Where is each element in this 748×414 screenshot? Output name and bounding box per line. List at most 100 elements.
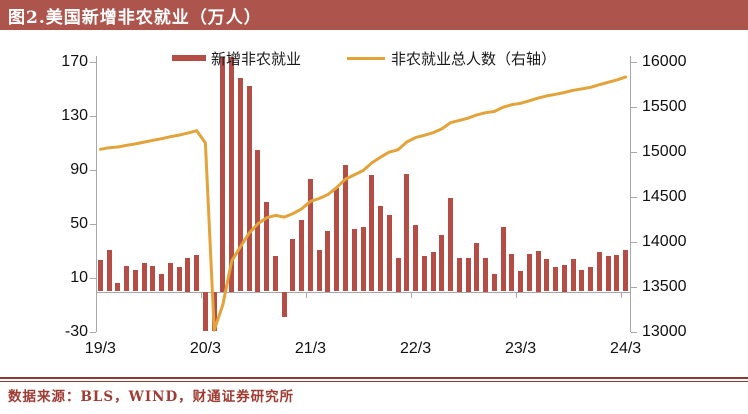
bar <box>307 179 313 292</box>
bar <box>185 257 191 292</box>
bar <box>544 259 550 292</box>
bar <box>465 257 471 292</box>
x-axis-baseline <box>96 291 630 293</box>
bar <box>605 256 611 292</box>
bar <box>474 242 480 292</box>
bar <box>220 57 226 292</box>
left-axis-tick <box>90 170 96 171</box>
left-axis-tick-label: 10 <box>70 269 88 286</box>
bar <box>588 267 594 292</box>
right-axis-tick <box>631 242 637 243</box>
bar <box>623 249 629 292</box>
bar <box>491 273 497 292</box>
line-series-label: 非农就业总人数（右轴） <box>391 49 557 68</box>
x-axis-tick <box>411 291 413 298</box>
bar <box>378 206 383 292</box>
bar <box>456 257 462 292</box>
bar <box>255 149 261 292</box>
bar <box>124 265 130 292</box>
bar <box>141 263 147 292</box>
bar <box>430 252 436 292</box>
legend-item-line: 非农就业总人数（右轴） <box>347 48 556 69</box>
bar <box>483 257 489 292</box>
bar <box>229 57 235 292</box>
left-axis-tick-label: 170 <box>61 53 88 70</box>
legend-item-bars: 新增非农就业 <box>172 48 301 69</box>
right-axis-tick <box>631 152 637 153</box>
left-axis-tick <box>90 224 96 225</box>
bar <box>386 214 392 292</box>
bar <box>167 263 173 292</box>
bar <box>614 255 620 292</box>
bar <box>211 291 217 331</box>
x-axis-tick-label: 20/3 <box>189 340 221 357</box>
right-axis-tick-label: 13000 <box>642 323 687 340</box>
left-axis-tick-label: -30 <box>64 323 88 340</box>
left-axis-line <box>96 56 97 332</box>
bar <box>290 238 296 292</box>
bar <box>106 249 112 292</box>
bar <box>369 175 375 292</box>
left-axis-tick-label: 130 <box>61 107 88 124</box>
bar <box>518 271 524 292</box>
bar <box>194 255 200 292</box>
bar <box>351 229 357 292</box>
bar <box>272 256 278 292</box>
line-series-swatch <box>347 56 386 60</box>
right-axis-tick <box>631 197 637 198</box>
right-axis-tick <box>631 62 637 63</box>
right-axis-tick-label: 15500 <box>642 98 687 115</box>
left-axis-tick <box>90 332 96 333</box>
right-axis-tick-label: 14000 <box>642 233 687 250</box>
bar <box>176 267 182 292</box>
bar <box>439 234 445 292</box>
bar <box>448 198 454 292</box>
bar <box>570 259 576 292</box>
footer-rule-thin <box>0 381 748 382</box>
bar <box>421 256 427 292</box>
x-axis-tick-label: 23/3 <box>504 340 537 357</box>
bar <box>526 253 532 292</box>
left-axis-tick-label: 50 <box>70 215 88 232</box>
bar <box>395 257 401 292</box>
bar <box>325 230 331 292</box>
right-axis-tick-label: 13500 <box>642 278 687 295</box>
right-axis-tick <box>631 332 637 333</box>
x-axis-tick <box>621 291 623 298</box>
x-axis-tick <box>201 291 203 298</box>
x-axis-tick-label: 19/3 <box>84 340 116 357</box>
bar <box>202 291 208 331</box>
footer-rule-thick <box>0 377 748 379</box>
bar <box>413 225 419 292</box>
bar <box>404 174 410 292</box>
bar <box>97 260 103 292</box>
bar <box>553 267 559 292</box>
right-axis-tick <box>631 107 637 108</box>
left-axis-tick <box>90 116 96 117</box>
bar <box>159 273 165 292</box>
right-axis-tick-label: 16000 <box>642 53 687 70</box>
bar <box>115 283 121 292</box>
bar <box>360 226 366 292</box>
right-axis-tick-label: 14500 <box>642 188 687 205</box>
x-axis-tick-label: 24/3 <box>610 340 642 357</box>
bar <box>150 265 156 292</box>
x-axis-tick <box>96 291 97 298</box>
x-axis-tick <box>516 291 518 298</box>
legend: 新增非农就业 非农就业总人数（右轴） <box>172 48 556 68</box>
bar <box>561 264 567 292</box>
figure-title: 图2.美国新增非农就业（万人） <box>8 7 262 28</box>
bar <box>334 187 340 292</box>
bar <box>246 86 252 292</box>
figure-title-bar: 图2.美国新增非农就业（万人） <box>0 0 748 30</box>
bar <box>237 78 243 292</box>
left-axis-tick-label: 90 <box>70 161 88 178</box>
x-axis-tick-label: 22/3 <box>399 340 432 357</box>
bar <box>579 269 585 292</box>
right-axis-tick <box>631 287 637 288</box>
bar <box>509 253 515 292</box>
x-axis-tick <box>306 291 308 298</box>
bar <box>596 252 602 292</box>
bar <box>535 251 541 292</box>
